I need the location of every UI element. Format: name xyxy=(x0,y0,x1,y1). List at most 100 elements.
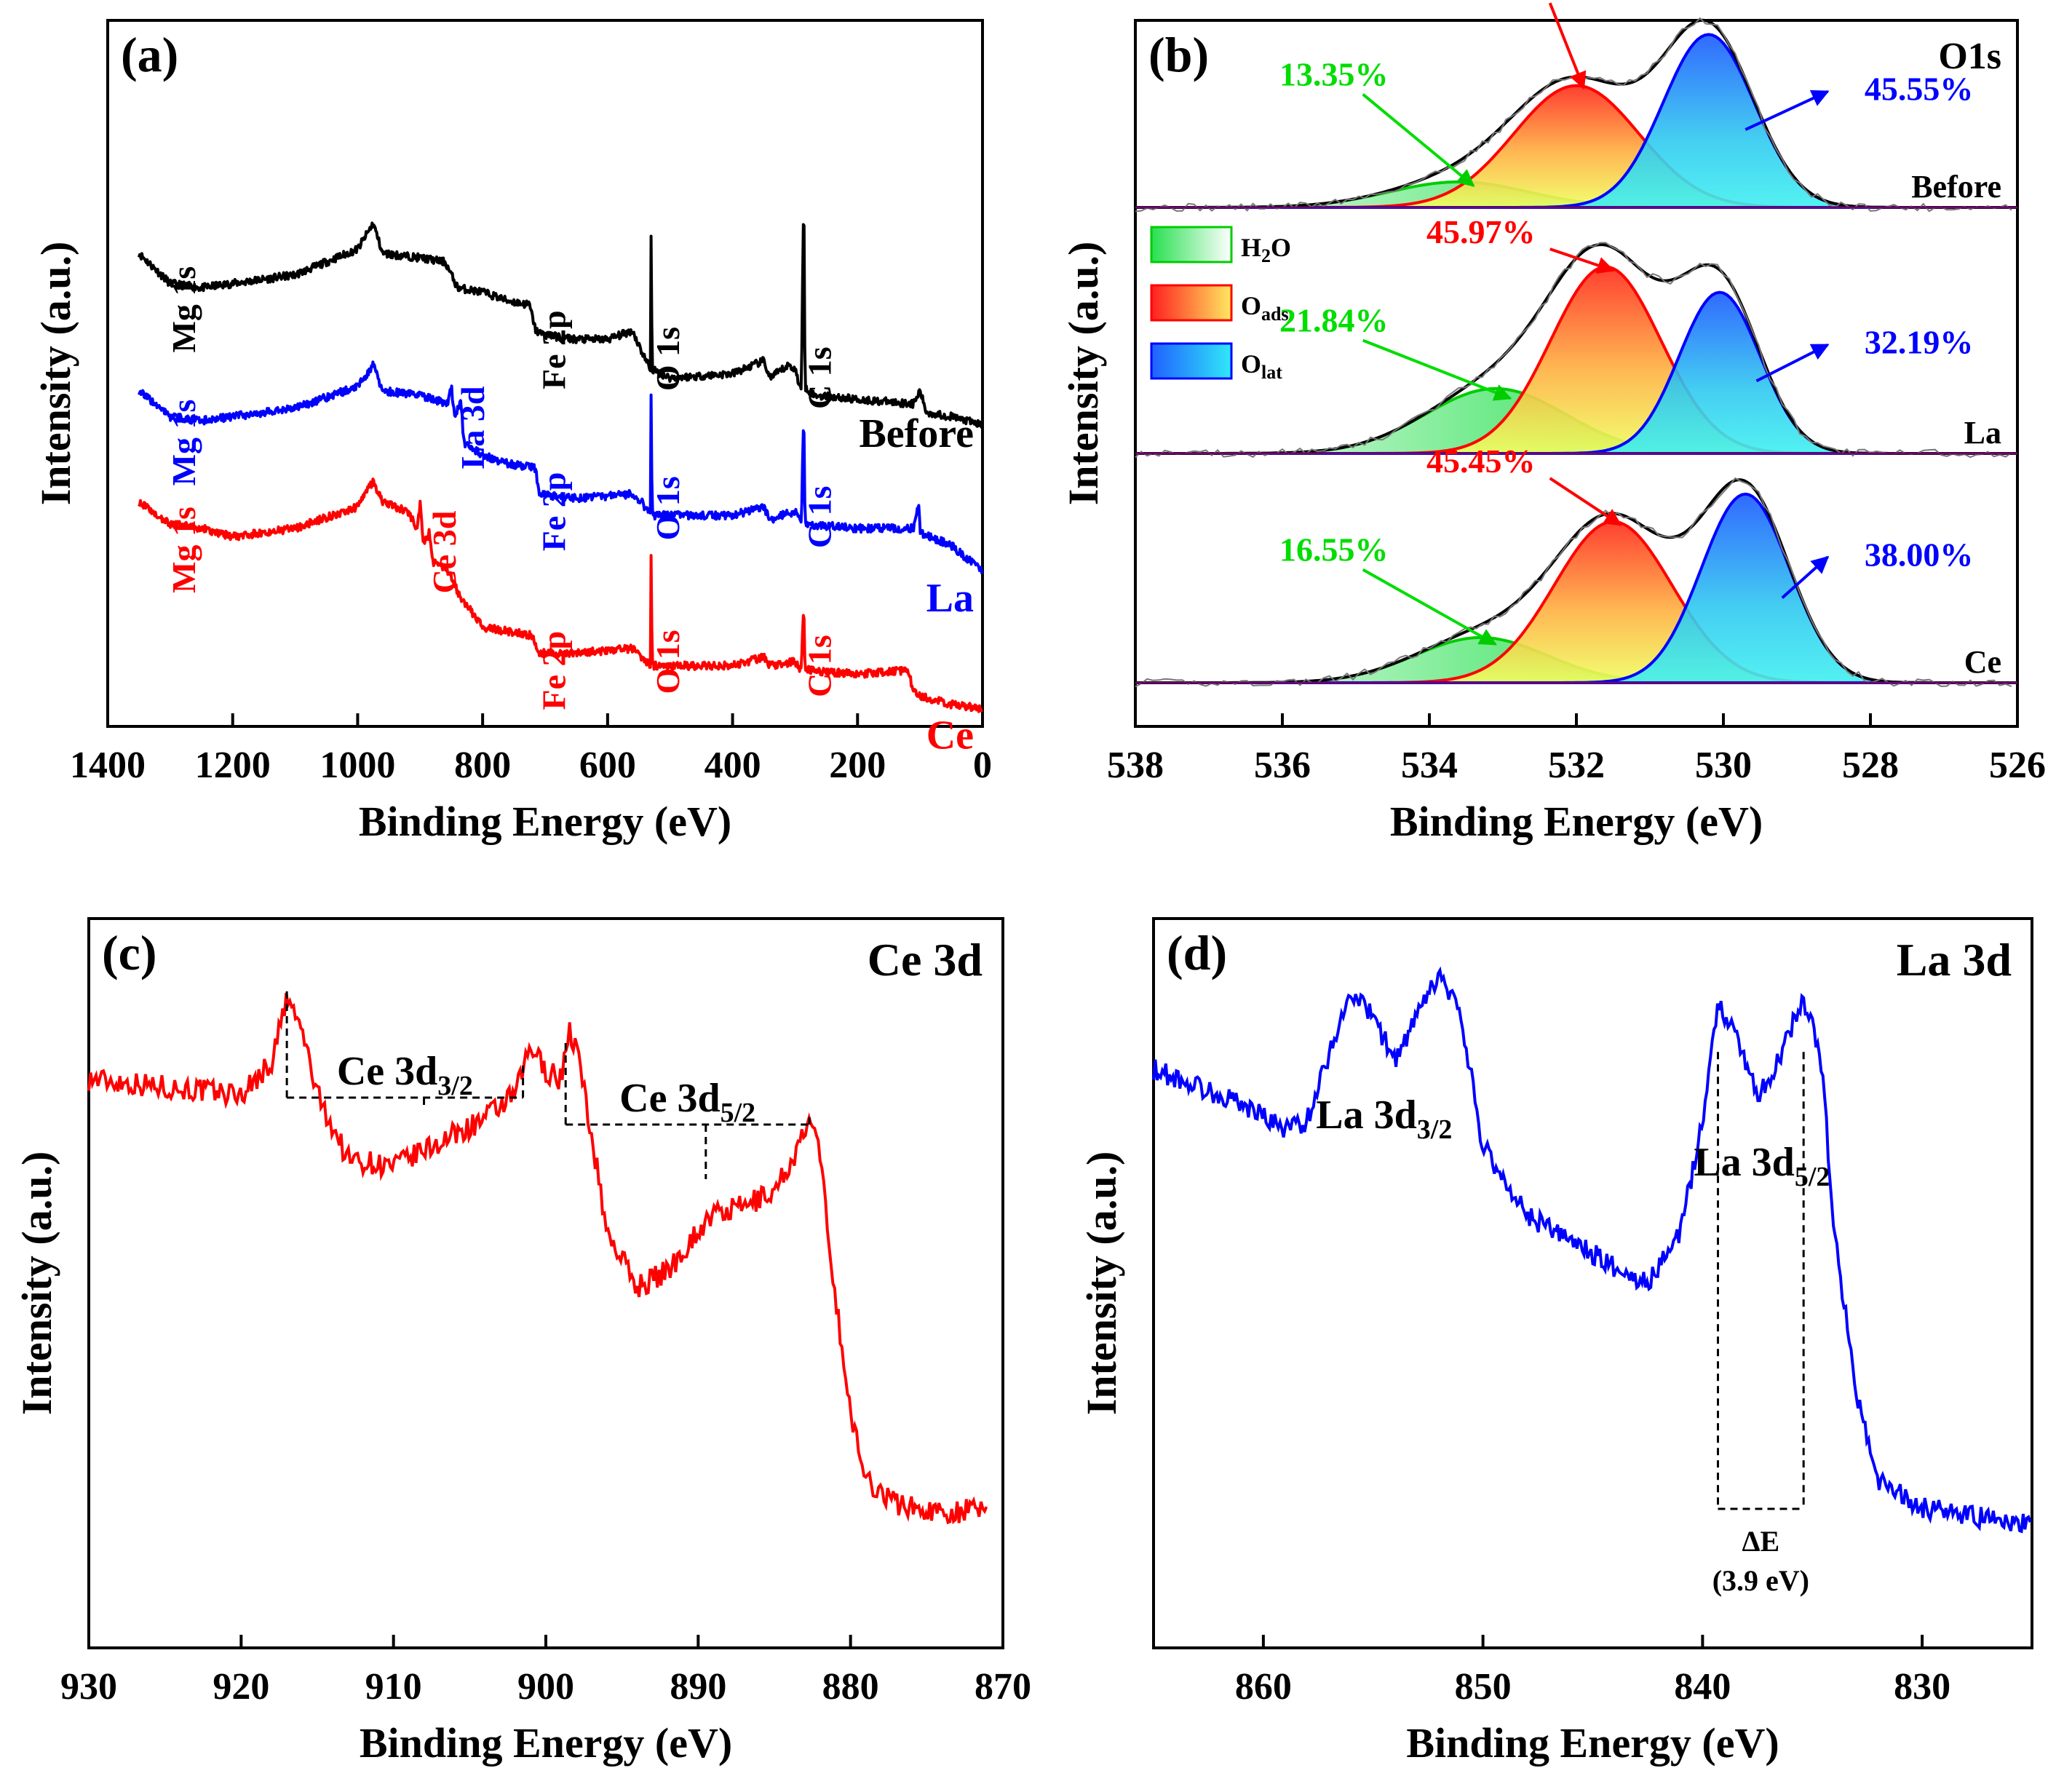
panel-d-series xyxy=(1152,966,2032,1534)
panel-b-xtick-label-3: 532 xyxy=(1548,745,1605,786)
panel-b-Before-pct-H2O: 13.35% xyxy=(1279,56,1389,93)
panel-c-xtick-label-4: 890 xyxy=(670,1666,726,1708)
panel-b-La-pct-H2O: 21.84% xyxy=(1279,302,1389,339)
panel-b-La-arrow-Olat xyxy=(1755,343,1830,383)
panel-d-ylabel: Intensity (a.u.) xyxy=(1078,1151,1125,1416)
panel-d-xtick-label-0: 860 xyxy=(1235,1666,1292,1708)
panel-a-xlabel: Binding Energy (eV) xyxy=(359,798,731,845)
panel-d-xtick-label-3: 830 xyxy=(1894,1666,1950,1708)
panel-b-series-label-Ce: Ce xyxy=(1964,644,2001,680)
panel-d-xtick-label-2: 840 xyxy=(1674,1666,1731,1708)
panel-b-Ce-pct-Olat: 38.00% xyxy=(1865,536,1974,573)
panel-b-La-arrow-Oads xyxy=(1549,247,1615,274)
panel-a-xtick-label-6: 200 xyxy=(829,745,886,786)
panel-c-xtick-label-2: 910 xyxy=(365,1666,422,1708)
panel-b-Before-arrow-Oads xyxy=(1548,2,1587,90)
panel-a-La-label-4: C 1s xyxy=(801,486,838,549)
panel-b-La-arrow-H2O xyxy=(1362,338,1512,401)
panel-d-annotation-1: La 3d5/2 xyxy=(1694,1140,1830,1192)
panel-b-legend-label-2: Olat xyxy=(1241,349,1282,383)
panel-a: 1400 1200 1000 800 600 400 200 0 Binding Energy … xyxy=(32,19,992,845)
panel-d-xlabel: Binding Energy (eV) xyxy=(1406,1719,1779,1767)
panel-a-Ce-label-2: Fe 2p xyxy=(535,631,572,710)
panel-b-legend-label-1: Oads xyxy=(1241,291,1289,325)
panel-a-Ce-label-0: Mg 1s xyxy=(165,507,202,593)
panel-c-frame xyxy=(87,917,1004,1649)
panel-b-xtick-label-5: 528 xyxy=(1842,745,1899,786)
panel-c-panel-letter: (c) xyxy=(102,925,156,980)
panel-b-xtick-label-4: 530 xyxy=(1695,745,1752,786)
panel-a-Ce-label-3: O 1s xyxy=(649,630,686,694)
panel-b-xtick-label-2: 534 xyxy=(1401,745,1458,786)
panel-a-ylabel: Intensity (a.u.) xyxy=(32,242,79,506)
panel-a-series-Before xyxy=(137,221,983,429)
panel-a-xtick-label-0: 1400 xyxy=(70,745,146,786)
panel-a-Before-label-0: Mg 1s xyxy=(165,266,202,353)
panel-a-series-label-Ce: Ce xyxy=(926,713,974,758)
panel-c-xtick-label-3: 900 xyxy=(517,1666,574,1708)
panel-d: 860 850 840 830 Binding Energy (eV) Intensity… xyxy=(1078,917,2033,1767)
panel-b-panel-letter: (b) xyxy=(1148,27,1209,82)
panel-d-frame xyxy=(1152,917,2033,1649)
panel-b-Before-arrow-Olat xyxy=(1745,90,1830,131)
panel-c-series xyxy=(87,992,988,1525)
panel-a-frame xyxy=(106,19,984,728)
panel-a-La-label-3: O 1s xyxy=(649,476,686,540)
panel-b-legend-label-0: H2O xyxy=(1241,233,1291,266)
panel-b-Ce-pct-H2O: 16.55% xyxy=(1279,531,1389,568)
panel-b-xtick-label-1: 536 xyxy=(1254,745,1311,786)
panel-a-panel-letter: (a) xyxy=(121,27,178,82)
panel-a-xtick-label-3: 800 xyxy=(454,745,511,786)
panel-b-La-raw xyxy=(1135,242,2012,459)
panel-c-ylabel: Intensity (a.u.) xyxy=(13,1151,60,1416)
panel-b-La-pct-Oads: 45.97% xyxy=(1426,213,1536,250)
panel-a-La-label-2: Fe 2p xyxy=(535,472,572,552)
panel-a-xtick-label-1: 1200 xyxy=(195,745,271,786)
panel-b-Ce-arrow-Oads xyxy=(1549,477,1622,526)
panel-a-La-label-1: La 3d xyxy=(454,386,491,469)
panel-c-xtick-label-6: 870 xyxy=(975,1666,1031,1708)
panel-d-delta-label: ΔE xyxy=(1742,1525,1779,1558)
panel-a-Before-label-1: Fe 2p xyxy=(535,310,572,389)
panel-c-xtick-label-1: 920 xyxy=(213,1666,269,1708)
panel-a-xtick-label-4: 600 xyxy=(579,745,636,786)
panel-a-Ce-label-1: Ce 3d xyxy=(426,510,463,593)
panel-b-Ce-pct-Oads: 45.45% xyxy=(1426,443,1536,480)
panel-b-title: O1s xyxy=(1938,36,2001,77)
panel-b-Before-pct-Oads: 41.10% xyxy=(1426,0,1536,4)
panel-a-xtick-label-2: 1000 xyxy=(319,745,395,786)
panel-a-series-label-Before: Before xyxy=(859,411,974,456)
panel-b-legend-swatch-2 xyxy=(1150,342,1233,380)
panel-c: 930 920 910 900 890 880 870 Binding Energy (eV)… xyxy=(13,917,1031,1767)
panel-b-xlabel: Binding Energy (eV) xyxy=(1390,798,1763,845)
panel-a-series-label-La: La xyxy=(926,576,974,621)
panel-b-Ce-arrow-H2O xyxy=(1362,568,1497,646)
panel-b: 538 536 534 532 530 528 526 Binding Energy (eV)… xyxy=(1060,0,2046,845)
panel-b-ylabel: Intensity (a.u.) xyxy=(1060,242,1107,506)
panel-c-title: Ce 3d xyxy=(868,934,983,986)
panel-a-Before-label-2: O 1s xyxy=(649,327,686,391)
panel-b-Ce-arrow-Olat xyxy=(1781,555,1830,599)
panel-d-annotation-0: La 3d3/2 xyxy=(1316,1093,1452,1145)
panel-a-Before-label-3: C 1s xyxy=(801,346,838,409)
panel-a-xtick-label-5: 400 xyxy=(704,745,761,786)
panel-c-xtick-label-0: 930 xyxy=(60,1666,117,1708)
panel-d-xtick-label-1: 850 xyxy=(1455,1666,1512,1708)
panel-b-legend: H2O Oads Olat xyxy=(1150,226,1291,383)
panel-d-panel-letter: (d) xyxy=(1167,925,1227,980)
panel-c-xlabel: Binding Energy (eV) xyxy=(360,1719,732,1767)
panel-b-xtick-label-0: 538 xyxy=(1107,745,1164,786)
panel-b-series-label-La: La xyxy=(1964,415,2001,451)
panel-b-series-label-Before: Before xyxy=(1911,169,2001,205)
panel-b-legend-swatch-1 xyxy=(1150,284,1233,322)
panel-b-Before-pct-Olat: 45.55% xyxy=(1865,71,1974,108)
panel-a-xtick-label-7: 0 xyxy=(973,745,992,786)
panel-b-Before-arrow-H2O xyxy=(1362,93,1475,187)
panel-c-annotation-1: Ce 3d5/2 xyxy=(619,1076,755,1128)
panel-c-annotation-0: Ce 3d3/2 xyxy=(337,1049,473,1101)
panel-a-La-label-0: Mg 1s xyxy=(165,400,202,486)
panel-d-delta-value: (3.9 eV) xyxy=(1712,1564,1809,1597)
panel-a-series-Ce xyxy=(138,477,983,713)
panel-a-series-La xyxy=(138,360,983,574)
